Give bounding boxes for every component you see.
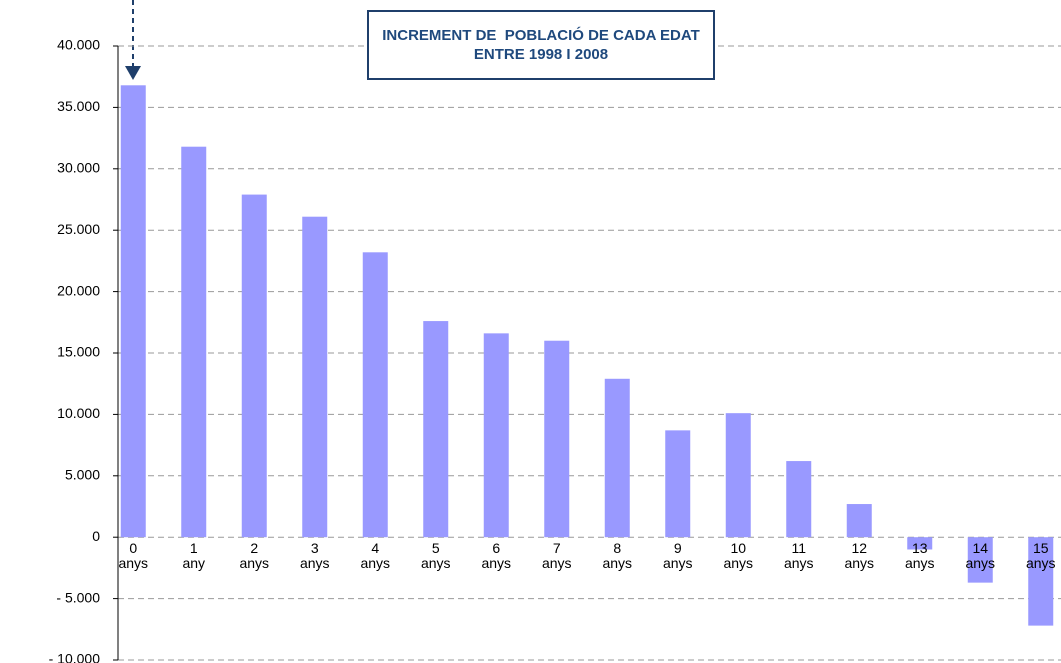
x-tick-label: 3 anys <box>299 540 330 572</box>
bar <box>544 340 570 538</box>
x-tick-label: 8 anys <box>602 540 633 572</box>
y-tick-label: 5.000 <box>65 467 100 483</box>
x-tick-label: 10 anys <box>723 540 754 572</box>
y-tick-label: 15.000 <box>57 344 100 360</box>
bar <box>120 85 146 538</box>
x-tick-label: 5 anys <box>420 540 451 572</box>
bar <box>786 461 812 538</box>
x-tick-label: 1 any <box>182 540 206 572</box>
x-tick-label: 14 anys <box>965 540 996 572</box>
bar <box>241 194 267 538</box>
y-tick-label: - 10.000 <box>49 651 101 663</box>
bar <box>181 146 207 538</box>
y-tick-label: 0 <box>92 528 100 544</box>
y-tick-label: 35.000 <box>57 98 100 114</box>
bar <box>604 378 630 538</box>
bar <box>483 333 509 538</box>
x-tick-label: 12 anys <box>844 540 875 572</box>
title-line: INCREMENT DE POBLACIÓ DE CADA EDAT <box>382 27 700 44</box>
x-tick-label: 13 anys <box>904 540 935 572</box>
y-tick-label: 10.000 <box>57 405 100 421</box>
y-tick-label: 25.000 <box>57 221 100 237</box>
y-tick-label: - 5.000 <box>56 589 100 605</box>
y-tick-label: 20.000 <box>57 282 100 298</box>
chart-title: INCREMENT DE POBLACIÓ DE CADA EDAT ENTRE… <box>367 10 715 80</box>
x-tick-label: 15 anys <box>1025 540 1056 572</box>
bar <box>1028 537 1054 626</box>
bar <box>362 252 388 538</box>
bar <box>665 430 691 538</box>
x-tick-label: 11 anys <box>783 540 814 572</box>
bar <box>846 504 872 538</box>
y-tick-label: 40.000 <box>57 37 100 53</box>
bar <box>302 216 328 538</box>
x-tick-label: 9 anys <box>662 540 693 572</box>
x-tick-label: 0 anys <box>118 540 149 572</box>
title-line: ENTRE 1998 I 2008 <box>473 46 609 63</box>
bar <box>725 413 751 538</box>
x-tick-label: 2 anys <box>239 540 270 572</box>
x-tick-label: 7 anys <box>541 540 572 572</box>
bar <box>907 537 933 550</box>
x-tick-label: 6 anys <box>481 540 512 572</box>
bar <box>423 321 449 538</box>
pointer-arrowhead <box>125 66 141 80</box>
bar <box>967 537 993 583</box>
y-tick-label: 30.000 <box>57 160 100 176</box>
x-tick-label: 4 anys <box>360 540 391 572</box>
